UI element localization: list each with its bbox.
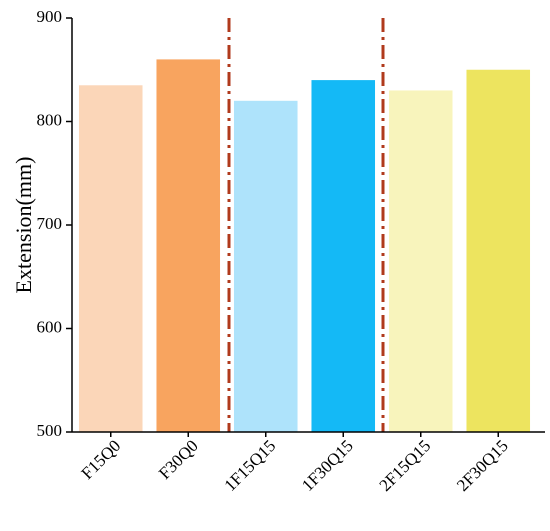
bar — [388, 90, 453, 432]
y-tick-label: 800 — [37, 110, 63, 129]
bar — [233, 100, 298, 433]
bar — [466, 69, 531, 432]
x-tick-label: 1F30Q15 — [298, 436, 357, 495]
bar — [311, 80, 376, 432]
y-tick-label: 700 — [37, 214, 63, 233]
x-tick-label: F30Q0 — [155, 436, 202, 483]
x-tick-label: 2F15Q15 — [375, 436, 434, 495]
y-tick-label: 900 — [37, 7, 63, 26]
y-tick-label: 600 — [37, 317, 63, 336]
bar — [156, 59, 221, 433]
x-tick-label: F15Q0 — [78, 436, 125, 483]
bar — [78, 85, 143, 433]
x-tick-label: 1F15Q15 — [220, 436, 279, 495]
x-tick-label: 2F30Q15 — [453, 436, 512, 495]
y-axis-label: Extension(mm) — [11, 157, 36, 294]
y-tick-label: 500 — [37, 421, 63, 440]
